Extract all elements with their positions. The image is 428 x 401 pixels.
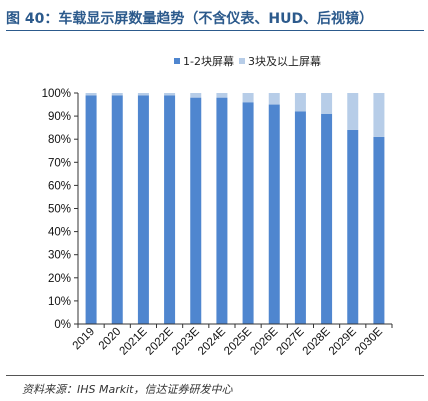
x-tick-label: 2025E [222, 325, 254, 357]
source-note: 资料来源：IHS Markit，信达证券研发中心 [22, 383, 233, 396]
bar-2025E-series-1 [242, 102, 254, 325]
y-tick-label: 80% [48, 134, 71, 146]
y-tick-label: 100% [42, 88, 71, 100]
bar-2028E-series-1 [321, 113, 333, 324]
bar-2021E-series-1 [137, 95, 149, 324]
bar-2022E-series-1 [164, 95, 176, 324]
bar-2020-series-2 [111, 93, 123, 96]
bar-2021E-series-2 [137, 93, 149, 96]
bar-2019-series-2 [85, 93, 97, 96]
bar-2026E-series-2 [268, 93, 280, 105]
bar-2019-series-1 [85, 95, 97, 324]
y-tick-label: 0% [54, 319, 71, 331]
y-axis: 0% 10% 20% 30% 40% 50% 60% 70% 80% 90% 100% [42, 88, 79, 331]
x-axis: 2019 20202021E2022E2023E2024E2025E2026E20… [71, 323, 393, 358]
bar-2022E-series-2 [164, 93, 176, 96]
bar-2029E-series-2 [347, 93, 359, 130]
bar-2030E-series-2 [373, 93, 385, 137]
y-tick-label: 20% [48, 273, 71, 285]
y-tick-label: 50% [48, 204, 71, 216]
bar-2029E-series-1 [347, 129, 359, 324]
x-tick-label: 2029E [327, 325, 359, 357]
y-tick-label: 10% [48, 296, 71, 308]
x-tick-label: 2024E [196, 325, 228, 357]
x-tick-label: 2023E [170, 325, 202, 357]
bar-2024E-series-1 [216, 97, 228, 325]
bar-2027E-series-1 [294, 111, 306, 324]
legend-label-2: 3块及以上屏幕 [248, 54, 321, 68]
bar-2026E-series-1 [268, 104, 280, 324]
legend: 1-2块屏幕 3块及以上屏幕 [174, 54, 321, 68]
y-tick-label: 40% [48, 227, 71, 239]
x-tick-label: 2019 [71, 326, 98, 353]
legend-label-1: 1-2块屏幕 [183, 54, 234, 68]
x-tick-label: 2021E [118, 325, 150, 357]
legend-swatch-2 [239, 58, 245, 64]
y-tick-label: 90% [48, 111, 71, 123]
x-tick-label: 2028E [301, 325, 333, 357]
y-tick-label: 30% [48, 250, 71, 262]
x-tick-label: 2027E [275, 325, 307, 357]
bar-2020-series-1 [111, 95, 123, 324]
y-tick-label: 70% [48, 157, 71, 169]
bar-2030E-series-1 [373, 136, 385, 324]
title-divider [6, 30, 424, 31]
footer-divider [6, 375, 424, 376]
bar-2025E-series-2 [242, 93, 254, 103]
bars [85, 93, 385, 325]
x-tick-label: 2022E [144, 325, 176, 357]
bar-2028E-series-2 [321, 93, 333, 114]
chart-title: 图 40：车载显示屏数量趋势（不含仪表、HUD、后视镜） [6, 11, 374, 27]
bar-2027E-series-2 [294, 93, 306, 112]
y-tick-label: 60% [48, 180, 71, 192]
x-tick-label: 2026E [248, 325, 280, 357]
legend-swatch-1 [174, 58, 180, 64]
bar-2024E-series-2 [216, 93, 228, 98]
bar-2023E-series-1 [190, 97, 202, 325]
x-tick-label: 2030E [353, 325, 385, 357]
bar-2023E-series-2 [190, 93, 202, 98]
